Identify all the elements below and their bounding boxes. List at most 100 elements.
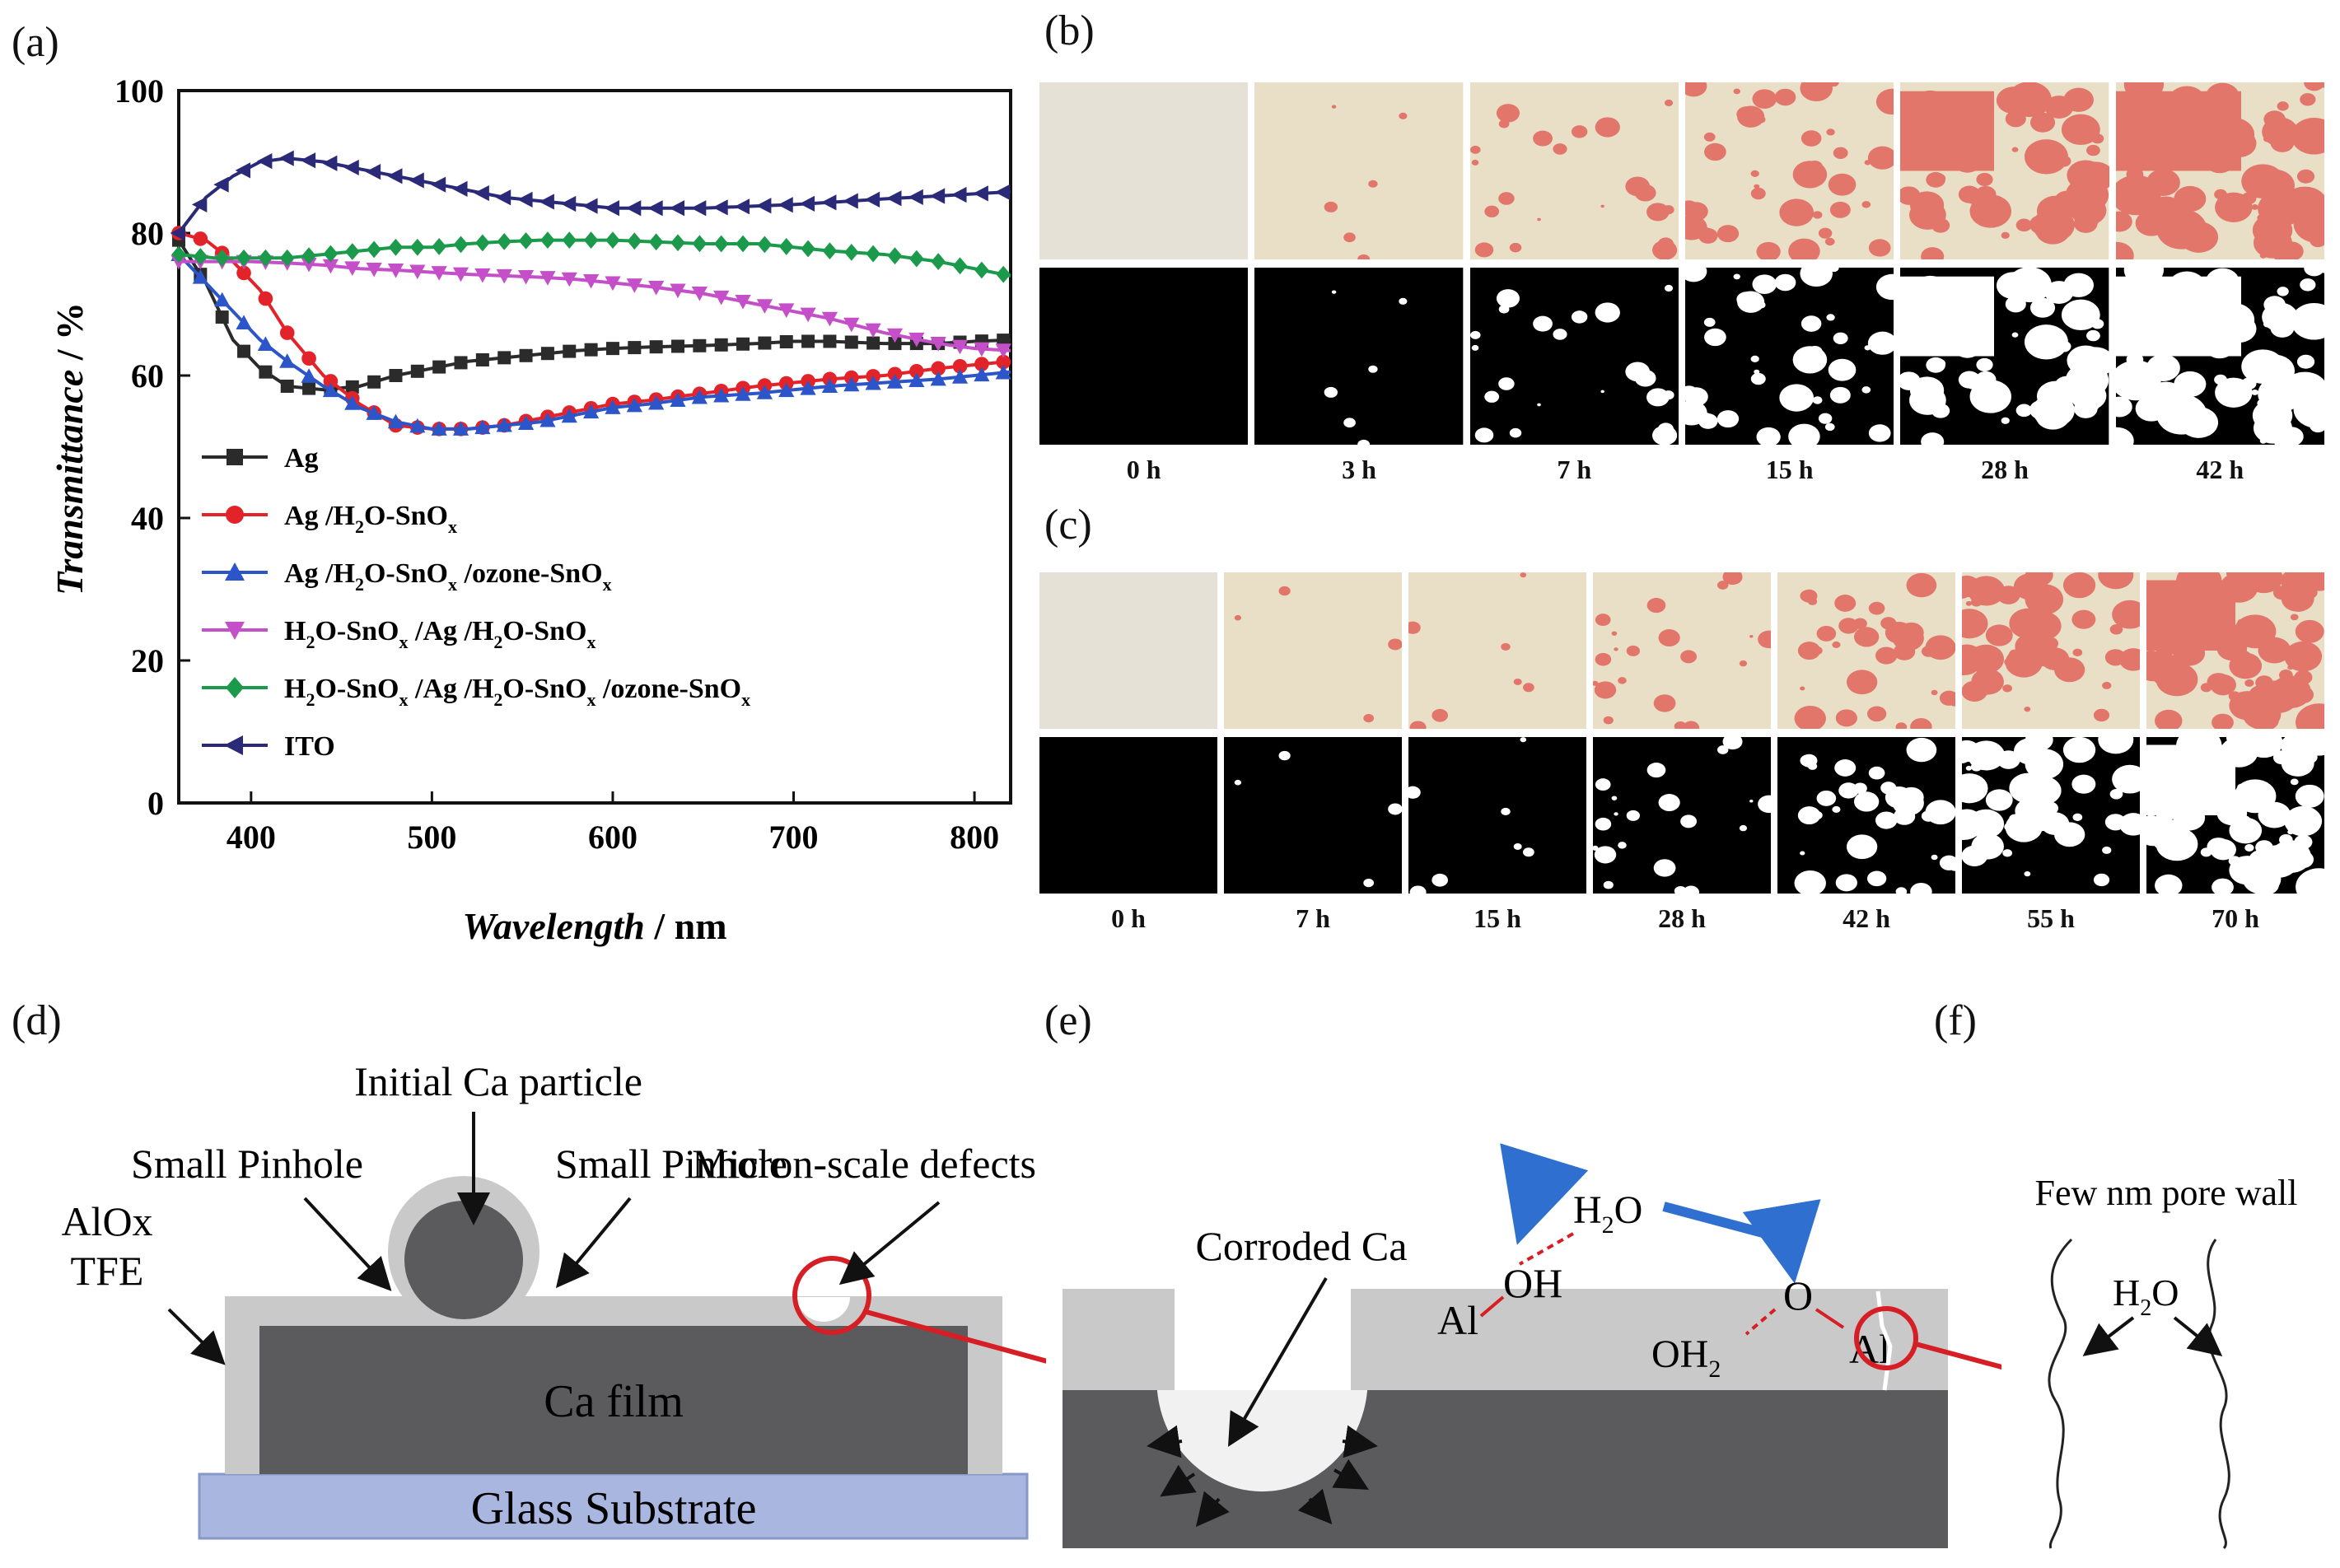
data-point: [518, 231, 534, 250]
data-point: [887, 247, 903, 265]
initial-ca-particle-label: Initial Ca particle: [354, 1058, 642, 1104]
data-point: [713, 290, 730, 306]
data-point: [497, 351, 511, 365]
legend-marker: [226, 677, 244, 698]
data-point: [214, 292, 231, 307]
data-point: [800, 380, 816, 395]
data-point: [756, 299, 773, 314]
data-point: [713, 235, 729, 253]
data-point: [225, 562, 245, 581]
data-point: [539, 194, 554, 210]
data-point: [367, 240, 381, 259]
al-left-label: Al: [1437, 1297, 1478, 1343]
data-point: [670, 234, 685, 252]
data-point: [496, 417, 512, 432]
y-tick-label: 100: [114, 72, 164, 110]
data-point: [670, 283, 686, 299]
alox-right-block: [1351, 1289, 1948, 1390]
initial-ca-particle: [404, 1201, 523, 1319]
data-point: [474, 268, 491, 283]
data-point: [191, 196, 208, 212]
b-binary-tile: [1039, 268, 1249, 445]
b-binary-tile: [1900, 268, 2109, 445]
data-point: [974, 366, 990, 382]
data-point: [171, 245, 186, 264]
data-point: [389, 369, 403, 382]
c-photo-tile: [2146, 572, 2324, 729]
data-point: [302, 381, 316, 395]
data-point: [387, 413, 404, 429]
data-point: [214, 249, 230, 267]
x-axis-label: Wavelength / nm: [462, 905, 726, 947]
c-photo-tile: [1777, 572, 1955, 729]
data-point: [736, 235, 750, 253]
data-point: [323, 374, 339, 389]
data-point: [886, 374, 904, 389]
small-pinhole-left-label: Small Pinhole: [131, 1141, 363, 1187]
oh2-oh: OH: [1651, 1332, 1708, 1376]
data-point: [517, 269, 535, 285]
data-point: [626, 397, 642, 413]
data-point: [257, 336, 273, 351]
oh-label: OH: [1503, 1260, 1562, 1306]
defect-highlight-circle: [792, 1256, 871, 1335]
c-time-label: 15 h: [1474, 903, 1521, 933]
panel-label-a: (a): [12, 19, 59, 66]
pore-wall-right: [2207, 1239, 2230, 1550]
data-point: [996, 354, 1011, 370]
panel-b-photos: 0 h 3 h 7 h 15 h 28 h 42 h: [1039, 82, 2324, 494]
panel-c-photos: 0 h 7 h 15 h 28 h 42 h 55 h 70 h: [1039, 572, 2324, 964]
c-binary-tile: [2146, 737, 2324, 894]
data-point: [888, 337, 902, 351]
b-time-label: 3 h: [1342, 455, 1376, 484]
data-point: [344, 261, 361, 276]
data-point: [973, 185, 988, 202]
panel-label-c: (c): [1044, 502, 1092, 548]
zoom-arrow-d-to-e: [862, 1309, 1046, 1364]
data-point: [886, 190, 902, 207]
h2o-molecule-f: H2O: [2113, 1272, 2179, 1321]
data-point: [908, 332, 925, 348]
legend-marker: [224, 735, 243, 755]
data-point: [583, 231, 599, 250]
legend-entry: H2O-SnOx /Ag /H2O-SnOx: [284, 616, 596, 652]
data-point: [539, 271, 556, 286]
data-point: [734, 198, 750, 215]
data-point: [778, 197, 793, 213]
data-point: [431, 266, 447, 281]
data-point: [474, 419, 491, 435]
data-point: [690, 200, 707, 217]
data-point: [279, 325, 295, 340]
legend-entry: H2O-SnOx /Ag /H2O-SnOx /ozone-SnOx: [284, 674, 750, 710]
data-point: [758, 336, 772, 350]
c-binary-tile: [1224, 737, 1402, 894]
data-point: [366, 405, 382, 420]
data-point: [843, 193, 858, 209]
small-pinhole-right-label: Small Pinhole: [555, 1141, 787, 1187]
data-point: [691, 389, 708, 404]
data-point: [691, 286, 708, 301]
data-point: [344, 395, 361, 410]
glass-substrate-label: Glass Substrate: [471, 1483, 757, 1534]
b-time-label: 0 h: [1126, 455, 1161, 484]
data-point: [843, 376, 860, 392]
c-binary-tile: [1593, 737, 1771, 894]
data-point: [366, 262, 382, 278]
data-point: [778, 303, 795, 319]
data-point: [648, 233, 664, 251]
data-point: [951, 186, 967, 203]
x-tick-label: 400: [227, 819, 276, 856]
data-point: [409, 172, 424, 189]
data-point: [908, 372, 925, 388]
data-point: [258, 291, 273, 306]
data-point: [886, 328, 904, 343]
data-point: [951, 339, 969, 355]
data-point: [227, 449, 243, 465]
pore-highlight-circle: [1854, 1306, 1918, 1370]
h2o-h: H: [1573, 1188, 1602, 1232]
x-tick-label: 500: [407, 819, 456, 856]
b-photo-tile: [2115, 82, 2324, 259]
data-point: [930, 371, 946, 386]
f-h2o-h: H: [2113, 1272, 2140, 1314]
data-point: [756, 385, 773, 399]
